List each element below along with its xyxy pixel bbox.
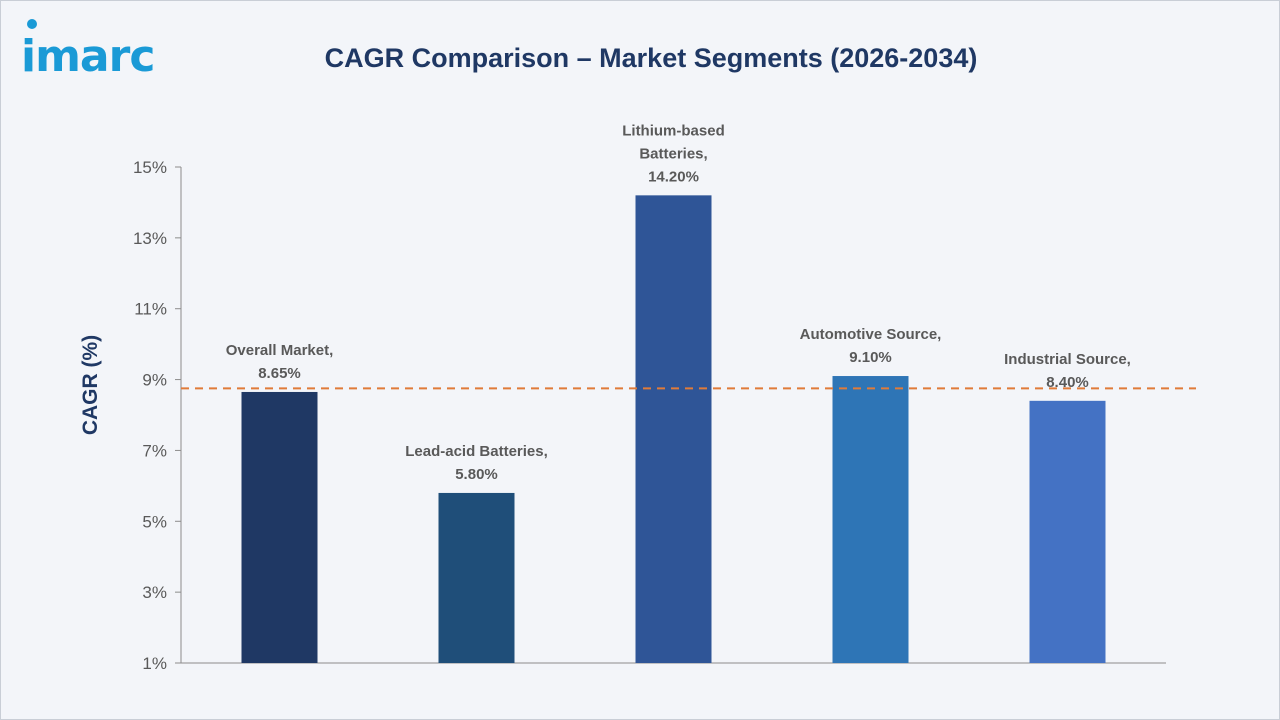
y-tick-label: 13%: [133, 229, 167, 248]
data-label: Overall Market,: [226, 342, 334, 359]
chart-title: CAGR Comparison – Market Segments (2026-…: [324, 43, 978, 73]
data-label: Industrial Source,: [1004, 351, 1131, 368]
data-label: Batteries,: [639, 145, 707, 162]
data-label: Lithium-based: [622, 122, 725, 139]
y-tick-label: 11%: [134, 300, 167, 319]
data-label: 9.10%: [849, 349, 892, 366]
data-labels: Overall Market, 8.65% Lead-acid Batteries,…: [226, 122, 1131, 483]
logo-text: imarc: [21, 31, 155, 82]
logo-dot-icon: [27, 19, 37, 29]
bar-lead-acid-batteries: [438, 492, 515, 663]
data-label: 5.80%: [455, 466, 498, 483]
data-label: 14.20%: [648, 168, 699, 185]
y-axis-title: CAGR (%): [79, 335, 102, 435]
y-tick-label: 15%: [133, 158, 167, 177]
bars: [241, 195, 1106, 664]
y-tick-label: 7%: [142, 441, 167, 460]
bar-overall-market: [241, 391, 318, 663]
data-label: 8.40%: [1046, 374, 1089, 391]
bar-industrial-source: [1029, 400, 1106, 663]
y-axis: 1% 3% 5% 7% 9% 11% 13% 15%: [133, 158, 1166, 673]
data-label: 8.65%: [258, 365, 301, 382]
y-tick-label: 5%: [142, 512, 167, 531]
bar-automotive-source: [832, 376, 909, 663]
y-tick-label: 9%: [142, 371, 167, 390]
imarc-logo: imarc: [21, 15, 201, 85]
y-tick-label: 3%: [142, 583, 167, 602]
data-label: Automotive Source,: [800, 326, 942, 343]
data-label: Lead-acid Batteries,: [405, 443, 548, 460]
y-tick-label: 1%: [142, 654, 167, 673]
bar-lithium-based-batteries: [635, 195, 712, 664]
